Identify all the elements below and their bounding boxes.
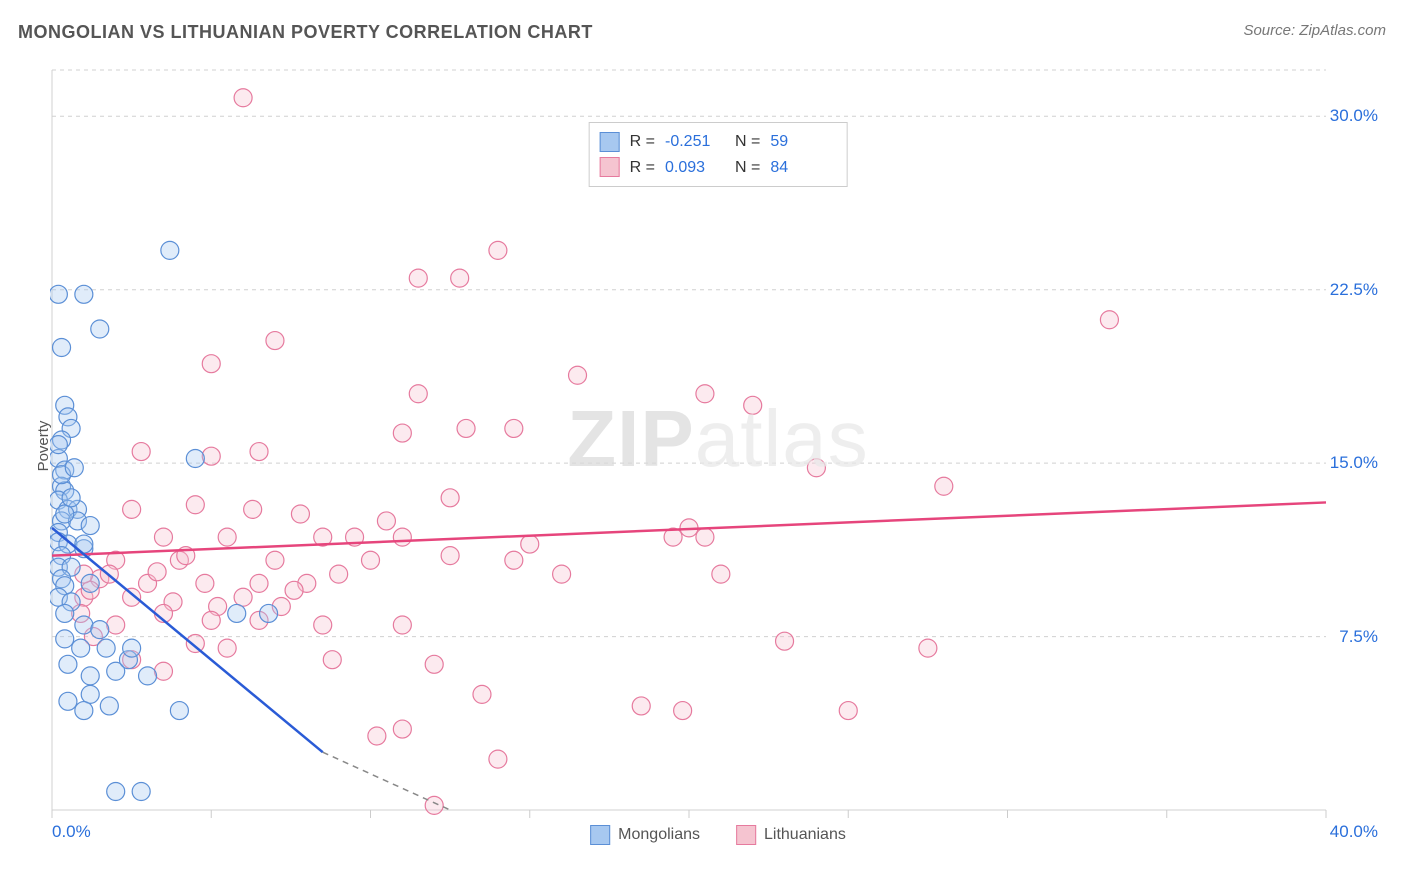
n-value-lithuanians: 84 [770,155,830,181]
y-tick-label: 7.5% [1339,627,1378,647]
legend-label-lithuanians: Lithuanians [764,826,846,844]
legend-label-mongolians: Mongolians [618,826,700,844]
series-legend: Mongolians Lithuanians [590,825,846,845]
source-attribution: Source: ZipAtlas.com [1243,22,1386,39]
plot-area: ZIPatlas R = -0.251 N = 59 R = 0.093 N =… [50,60,1386,850]
correlation-legend: R = -0.251 N = 59 R = 0.093 N = 84 [589,122,848,187]
swatch-lithuanians [600,157,620,177]
swatch-mongolians-icon [590,825,610,845]
swatch-lithuanians-icon [736,825,756,845]
r-value-lithuanians: 0.093 [665,155,725,181]
y-tick-label: 15.0% [1330,453,1378,473]
legend-row-mongolians: R = -0.251 N = 59 [600,129,831,155]
legend-item-lithuanians: Lithuanians [736,825,846,845]
y-tick-label: 30.0% [1330,106,1378,126]
chart-title: MONGOLIAN VS LITHUANIAN POVERTY CORRELAT… [18,22,593,43]
legend-item-mongolians: Mongolians [590,825,700,845]
r-value-mongolians: -0.251 [665,129,725,155]
x-tick-label-min: 0.0% [52,822,91,842]
swatch-mongolians [600,132,620,152]
y-tick-label: 22.5% [1330,280,1378,300]
legend-row-lithuanians: R = 0.093 N = 84 [600,155,831,181]
x-tick-label-max: 40.0% [1330,822,1378,842]
n-value-mongolians: 59 [770,129,830,155]
